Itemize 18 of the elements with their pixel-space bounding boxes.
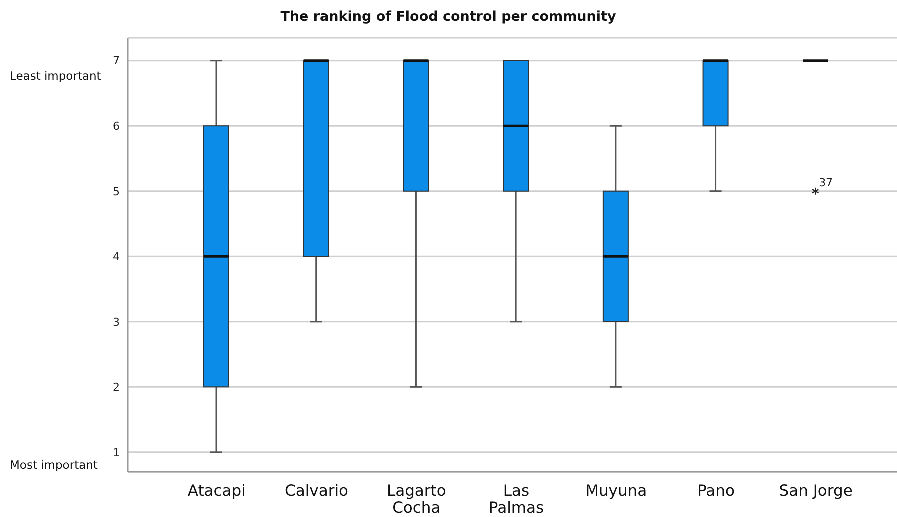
x-tick-label: Pano [697, 482, 735, 500]
x-tick-label: Calvario [285, 482, 349, 500]
y-tick-label: 1 [113, 446, 120, 460]
x-tick-label: Las Palmas [488, 482, 544, 517]
y-tick-label: 3 [113, 316, 120, 329]
text: Least important [10, 69, 102, 83]
y-tick-label: 4 [113, 250, 120, 264]
text: Most important [10, 458, 98, 472]
y-tick-label: 6 [113, 120, 120, 134]
x-tick-label: Lagarto Cocha [386, 482, 446, 517]
y-tick-label: 2 [113, 381, 120, 394]
annotation: 37 [819, 176, 834, 190]
y-tick-label: 5 [113, 185, 120, 198]
x-tick-label: Atacapi [188, 482, 246, 500]
x-tick-label: San Jorge [779, 482, 853, 500]
chart-title: The ranking of Flood control per community [280, 9, 618, 25]
y-tick-label: 7 [113, 54, 120, 68]
x-tick-label: Muyuna [586, 482, 648, 500]
